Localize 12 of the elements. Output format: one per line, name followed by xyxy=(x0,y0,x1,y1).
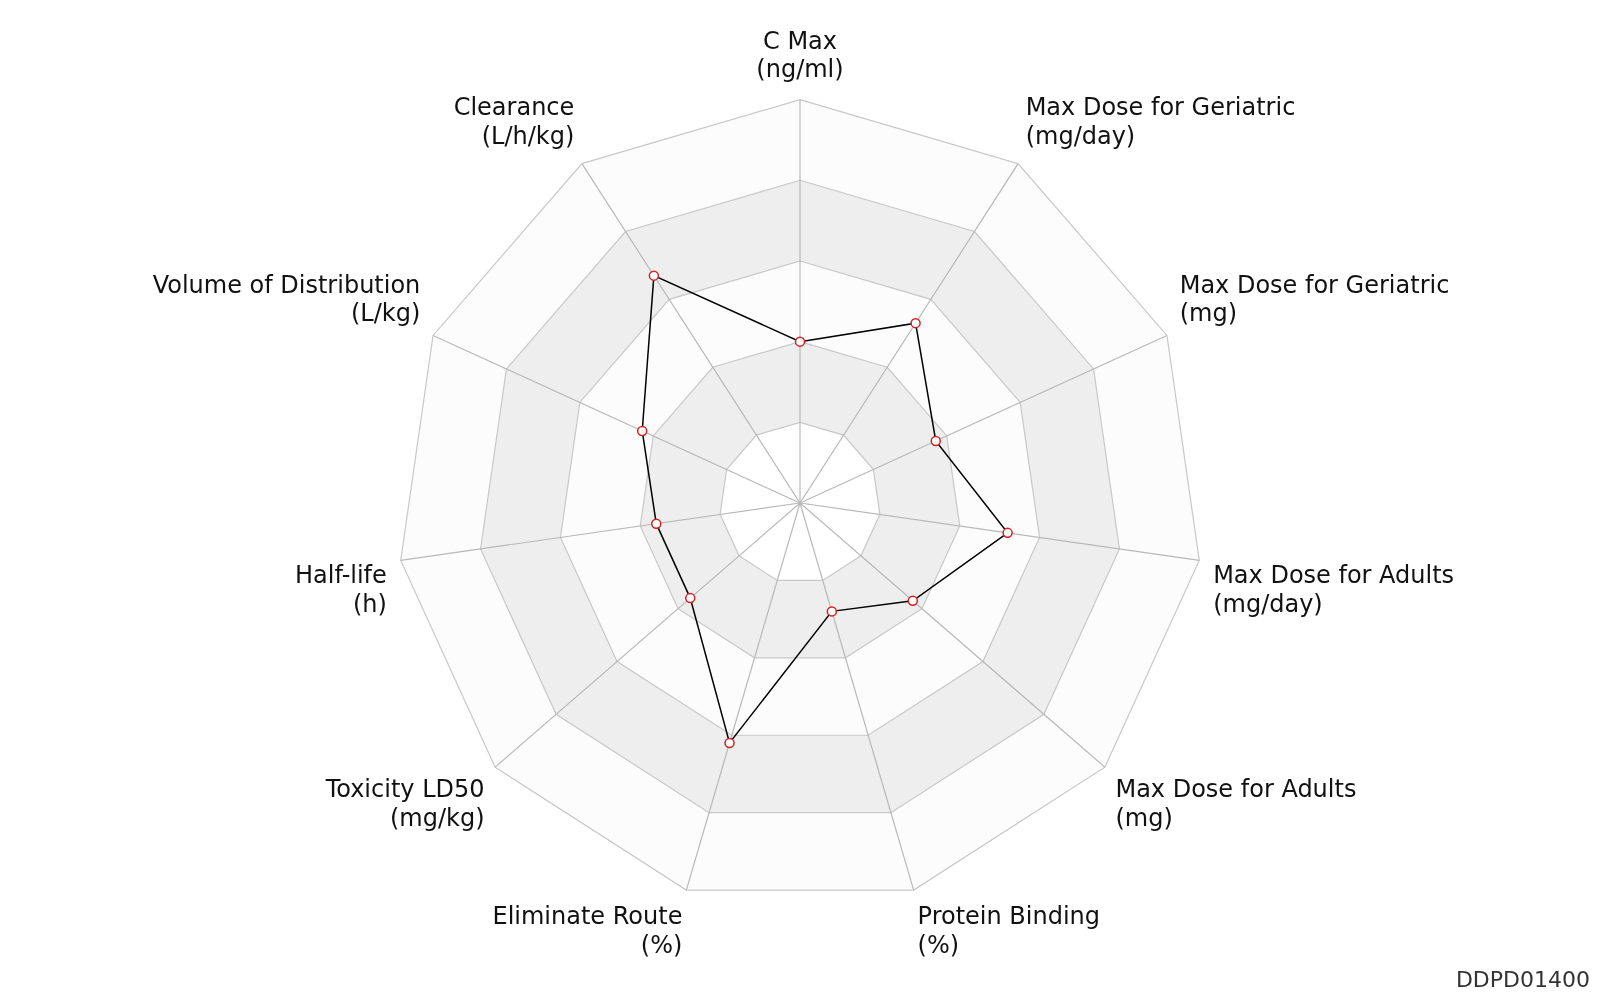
spoke-label: Half-life (h) xyxy=(295,561,387,618)
spoke-label: Protein Binding (%) xyxy=(917,902,1101,959)
spoke-label: Clearance (L/h/kg) xyxy=(453,92,575,150)
spoke-label: Toxicity LD50 (mg/kg) xyxy=(324,774,485,832)
spoke-label: C Max (ng/ml) xyxy=(756,26,844,84)
spoke-label: Eliminate Route (%) xyxy=(492,902,683,959)
spoke-label: Max Dose for Geriatric (mg) xyxy=(1179,270,1450,328)
spoke-label: Max Dose for Geriatric (mg/day) xyxy=(1025,92,1296,150)
spoke-label: Max Dose for Adults (mg) xyxy=(1115,774,1357,832)
spoke-label: Max Dose for Adults (mg/day) xyxy=(1213,561,1455,618)
text: DDPD01400 xyxy=(1455,967,1590,992)
spoke-label: Volume of Distribution (L/kg) xyxy=(152,270,421,328)
